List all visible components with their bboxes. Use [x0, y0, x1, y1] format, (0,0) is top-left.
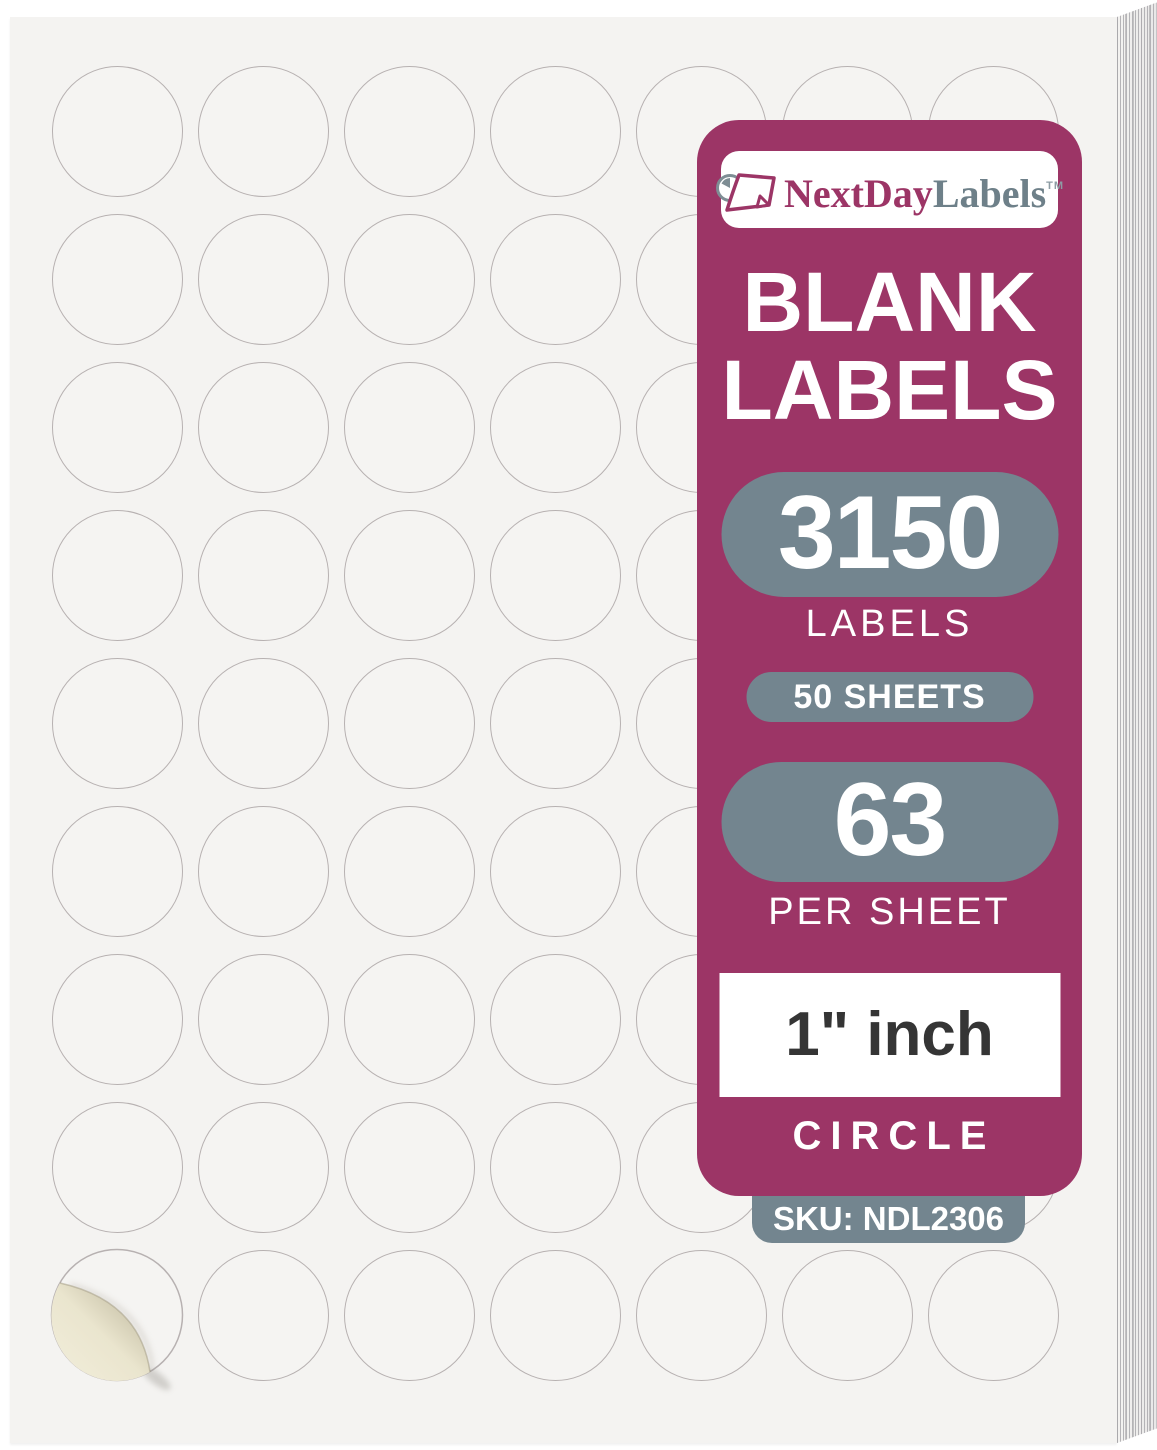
- blank-label-circle: [51, 1101, 183, 1233]
- blank-label-circle: [197, 361, 329, 493]
- blank-label-circle: [51, 65, 183, 197]
- blank-label-circle: [343, 509, 475, 641]
- brand-name: NextDayLabelsTM: [784, 166, 1064, 214]
- blank-label-circle: [343, 953, 475, 1085]
- blank-label-circle: [489, 361, 621, 493]
- blank-label-circle: [781, 1249, 913, 1381]
- blank-label-circle: [635, 1249, 767, 1381]
- title-line-1: BLANK: [742, 255, 1037, 349]
- peeling-label-corner: [50, 1248, 184, 1391]
- blank-label-circle: [197, 1101, 329, 1233]
- blank-label-circle: [343, 657, 475, 789]
- blank-label-circle: [489, 1101, 621, 1233]
- product-banner: NextDayLabelsTM BLANK LABELS 3150 LABELS…: [697, 120, 1082, 1196]
- blank-label-circle: [197, 213, 329, 345]
- shape-label: CIRCLE: [792, 1114, 996, 1158]
- labels-count-caption: LABELS: [805, 603, 974, 645]
- blank-label-circle: [51, 213, 183, 345]
- trademark-symbol: TM: [1046, 179, 1065, 192]
- blank-label-circle: [197, 805, 329, 937]
- blank-label-circle: [197, 65, 329, 197]
- blank-label-circle: [51, 509, 183, 641]
- product-title: BLANK LABELS: [697, 258, 1082, 434]
- blank-label-circle: [489, 509, 621, 641]
- blank-label-circle: [343, 1249, 475, 1381]
- sku-tab: SKU: NDL2306: [752, 1190, 1025, 1243]
- per-sheet-count-pill: 63: [721, 762, 1058, 882]
- blank-label-circle: [197, 1249, 329, 1381]
- paper-stack-edge: [1117, 2, 1157, 1444]
- blank-label-circle: [51, 805, 183, 937]
- blank-label-circle: [489, 213, 621, 345]
- clock-label-icon: [715, 172, 776, 212]
- blank-label-circle: [51, 361, 183, 493]
- blank-label-circle: [489, 805, 621, 937]
- blank-label-circle: [197, 953, 329, 1085]
- brand-name-part1: NextDay: [783, 170, 933, 216]
- blank-label-circle: [197, 509, 329, 641]
- brand-logo: NextDayLabelsTM: [715, 151, 1063, 228]
- size-badge: 1" inch: [719, 973, 1060, 1097]
- blank-label-circle: [343, 213, 475, 345]
- blank-label-circle: [927, 1249, 1059, 1381]
- blank-label-circle: [51, 953, 183, 1085]
- blank-label-circle: [489, 65, 621, 197]
- brand-name-part2: Labels: [932, 170, 1047, 216]
- title-line-2: LABELS: [721, 343, 1058, 437]
- blank-label-circle: [51, 657, 183, 789]
- sheets-count-pill: 50 SHEETS: [746, 672, 1033, 722]
- blank-label-circle: [343, 1101, 475, 1233]
- blank-label-circle: [343, 65, 475, 197]
- blank-label-circle: [343, 361, 475, 493]
- blank-label-circle: [489, 657, 621, 789]
- blank-label-circle: [197, 657, 329, 789]
- blank-label-circle: [489, 953, 621, 1085]
- blank-label-circle: [343, 805, 475, 937]
- labels-count-pill: 3150: [721, 472, 1058, 597]
- blank-label-circle: [489, 1249, 621, 1381]
- per-sheet-caption: PER SHEET: [768, 891, 1011, 933]
